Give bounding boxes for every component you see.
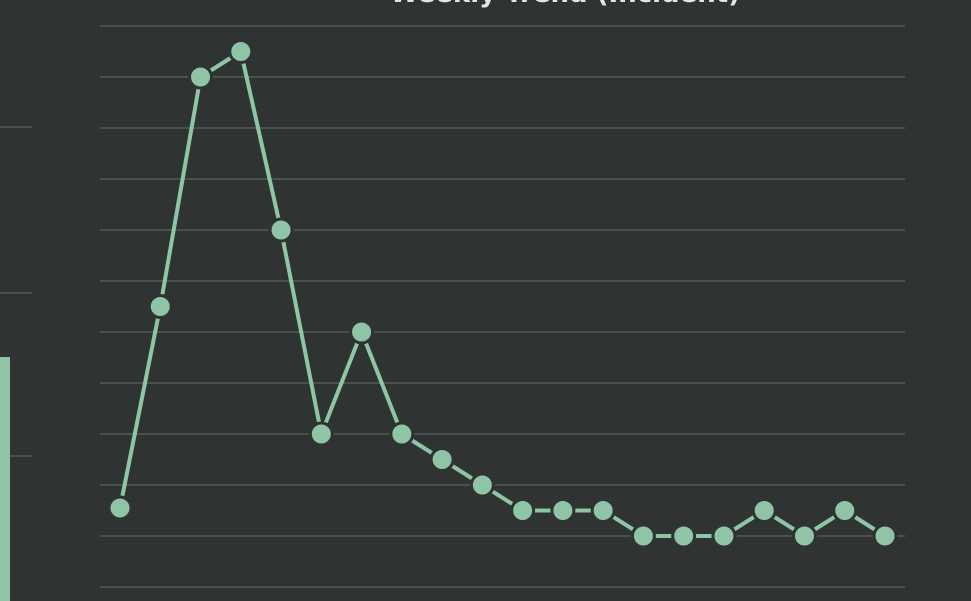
data-point — [147, 294, 173, 319]
data-point — [429, 447, 455, 472]
data-point — [228, 39, 254, 64]
data-point — [268, 217, 294, 243]
data-point — [107, 495, 133, 521]
data-point — [711, 523, 737, 549]
data-point — [308, 421, 334, 447]
data-point — [188, 64, 214, 90]
data-point — [590, 498, 616, 523]
data-point — [510, 498, 536, 523]
data-point — [349, 319, 375, 345]
data-point — [832, 498, 858, 523]
data-point — [469, 472, 495, 498]
side-panel-bar — [0, 357, 10, 601]
chart-title: Weekly Trend (Incident) — [390, 0, 740, 9]
data-point — [751, 498, 777, 523]
data-point — [872, 523, 898, 549]
data-point — [550, 498, 576, 523]
data-point — [791, 523, 817, 549]
data-point — [671, 523, 697, 549]
data-point — [389, 421, 415, 447]
data-point — [630, 523, 656, 549]
